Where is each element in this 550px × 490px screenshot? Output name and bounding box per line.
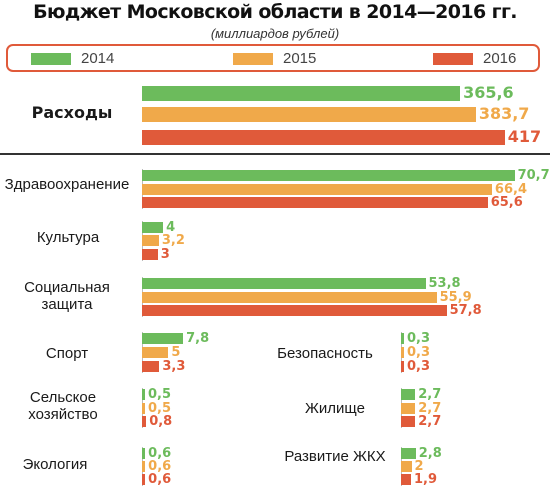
bar-2016 <box>142 416 147 427</box>
bar-2014 <box>142 170 515 181</box>
bar-2016 <box>401 361 404 372</box>
bar-2016 <box>142 130 505 145</box>
bar-2016 <box>142 361 160 372</box>
legend-swatch-2014 <box>31 53 71 65</box>
value-label: 2,8 <box>418 445 442 461</box>
category-label: Развитие ЖКХ <box>284 448 386 465</box>
bar-2015 <box>142 403 145 414</box>
bar-2015 <box>142 184 492 195</box>
bar-2014 <box>142 333 184 344</box>
bar-2014 <box>142 389 145 400</box>
value-label: 53,8 <box>428 275 461 291</box>
value-label: 3 <box>160 246 170 262</box>
value-label: 3,2 <box>161 232 185 248</box>
value-label: 55,9 <box>439 289 472 305</box>
legend: 2014 2015 2016 <box>6 44 540 72</box>
bar-2014 <box>142 86 461 101</box>
legend-label-2016: 2016 <box>483 50 517 67</box>
value-label: 0,6 <box>148 445 172 461</box>
bar-2015 <box>142 107 476 122</box>
value-label: 2,7 <box>418 400 442 416</box>
category-label: Безопасность <box>277 345 373 362</box>
bar-2015 <box>401 403 416 414</box>
bar-2015 <box>401 347 404 358</box>
bar-2016 <box>142 249 158 260</box>
value-label: 4 <box>166 219 176 235</box>
chart-subtitle: (миллиардов рублей) <box>210 26 340 41</box>
value-label: 417 <box>507 127 542 146</box>
category-label: Спорт <box>45 345 89 362</box>
value-label: 70,7 <box>517 167 550 183</box>
bar-2016 <box>401 416 416 427</box>
bar-2015 <box>401 461 412 472</box>
bar-2014 <box>401 389 416 400</box>
category-label: Экология <box>22 456 88 473</box>
value-label: 0,3 <box>407 344 431 360</box>
value-label: 65,6 <box>490 194 523 210</box>
value-label: 0,6 <box>148 458 172 474</box>
chart-title: Бюджет Московской области в 2014—2016 гг… <box>33 1 517 23</box>
bar-2014 <box>401 448 416 459</box>
value-label: 66,4 <box>494 181 527 197</box>
section-divider <box>0 153 550 155</box>
value-label: 365,6 <box>463 83 514 102</box>
category-label: Здравоохранение <box>4 176 130 193</box>
value-label: 0,8 <box>149 413 173 429</box>
bar-2015 <box>142 235 159 246</box>
value-label: 2,7 <box>418 413 442 429</box>
legend-swatch-2016 <box>433 53 473 65</box>
bar-2015 <box>142 292 437 303</box>
category-label: Сельское хозяйство <box>28 389 98 423</box>
bar-2014 <box>142 222 164 233</box>
legend-label-2014: 2014 <box>81 50 115 67</box>
bar-2014 <box>142 448 146 459</box>
value-label: 0,3 <box>407 330 431 346</box>
legend-label-2015: 2015 <box>283 50 317 67</box>
bar-2014 <box>401 333 404 344</box>
value-label: 0,6 <box>148 471 172 487</box>
category-label: Расходы <box>31 103 113 122</box>
value-label: 383,7 <box>478 104 530 123</box>
value-label: 0,3 <box>407 358 431 374</box>
value-label: 2 <box>414 458 424 474</box>
category-label: Культура <box>36 229 100 246</box>
legend-swatch-2015 <box>233 53 273 65</box>
bar-2016 <box>142 305 447 316</box>
value-label: 0,5 <box>148 400 172 416</box>
value-label: 57,8 <box>449 302 482 318</box>
bar-2015 <box>142 347 169 358</box>
value-label: 0,5 <box>148 386 172 402</box>
value-label: 2,7 <box>418 386 442 402</box>
value-label: 7,8 <box>186 330 210 346</box>
bar-2016 <box>142 474 146 485</box>
bar-2015 <box>142 461 146 472</box>
bar-2014 <box>142 278 426 289</box>
value-label: 5 <box>171 344 181 360</box>
value-label: 3,3 <box>162 358 186 374</box>
bar-2016 <box>142 197 488 208</box>
bar-2016 <box>401 474 411 485</box>
category-label: Жилище <box>305 400 365 417</box>
value-label: 1,9 <box>414 471 438 487</box>
category-label: Социальная защита <box>24 279 110 313</box>
